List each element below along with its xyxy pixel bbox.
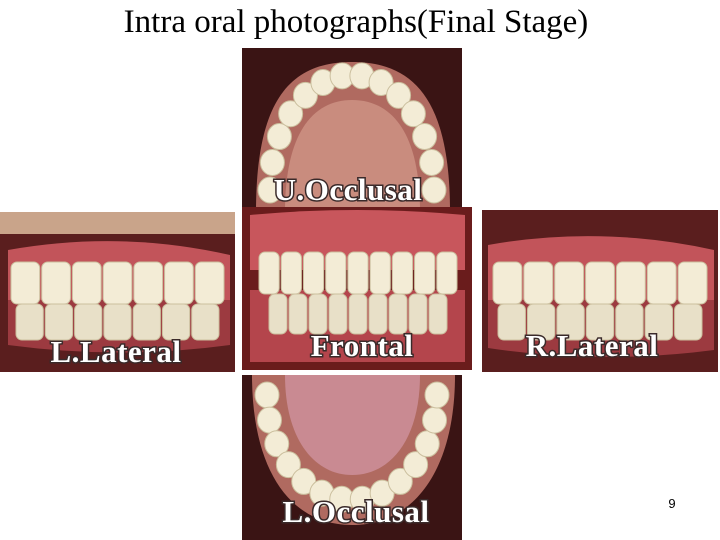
tooth [585,261,615,305]
tooth [266,123,292,151]
tooth [414,430,440,458]
photo-label: Frontal [311,328,414,363]
tooth [368,68,394,96]
tooth [386,81,412,109]
tooth [422,406,448,434]
tooth [368,293,388,335]
tooth [391,251,414,295]
photo-label: L.Lateral [50,334,181,369]
tooth [268,293,288,335]
tooth [369,251,391,295]
tooth [403,451,429,479]
tooth [280,251,302,295]
photo-label: L.Occlusal [282,494,429,529]
tooth [388,293,408,335]
tooth [644,303,674,341]
tooth [615,303,644,341]
tooth [348,293,368,335]
tooth [278,100,304,128]
tooth [133,261,164,305]
photo-label: R.Lateral [526,328,659,363]
tooth [523,261,554,305]
photo-frontal [242,207,472,370]
tooth [428,293,448,335]
tooth [302,251,325,295]
photo-label: U.Occlusal [274,172,423,207]
tooth [308,293,328,335]
photo-right-lateral [482,210,718,372]
tooth [194,261,225,305]
tooth [497,303,526,341]
tooth [132,303,161,341]
tooth [103,303,132,341]
tooth [275,451,301,479]
tooth [424,381,450,409]
tooth [615,261,646,305]
tooth [412,123,438,151]
tooth [419,148,445,176]
tooth [102,261,133,305]
tooth [436,251,458,295]
tooth [257,176,283,204]
tooth [677,261,708,305]
tooth [400,100,426,128]
tooth [288,293,308,335]
tooth [585,303,615,341]
tooth [161,303,191,341]
tooth [387,467,413,495]
tooth [414,251,436,295]
tooth [556,303,585,341]
slide-title: Intra oral photographs(Final Stage) [124,4,589,40]
tooth [264,430,290,458]
tooth [646,261,677,305]
tooth [191,303,220,341]
page-number: 9 [668,496,675,511]
tooth [44,303,74,341]
tooth [328,293,348,335]
tooth [74,303,103,341]
tooth [492,261,523,305]
tooth [674,303,703,341]
tooth [254,381,280,409]
photo-lower-occlusal [242,375,462,540]
tooth [554,261,585,305]
tooth [259,148,285,176]
tooth [15,303,44,341]
tooth [41,261,71,305]
tooth [408,293,428,335]
tooth [164,261,194,305]
tooth [256,406,282,434]
tooth [292,81,318,109]
photo-upper-occlusal [242,48,462,212]
tooth [347,251,369,295]
tooth [526,303,556,341]
tooth [421,176,447,204]
tooth [10,261,41,305]
photo-left-lateral [0,212,235,372]
tooth [71,261,102,305]
tooth [258,251,280,295]
tooth [325,251,347,295]
